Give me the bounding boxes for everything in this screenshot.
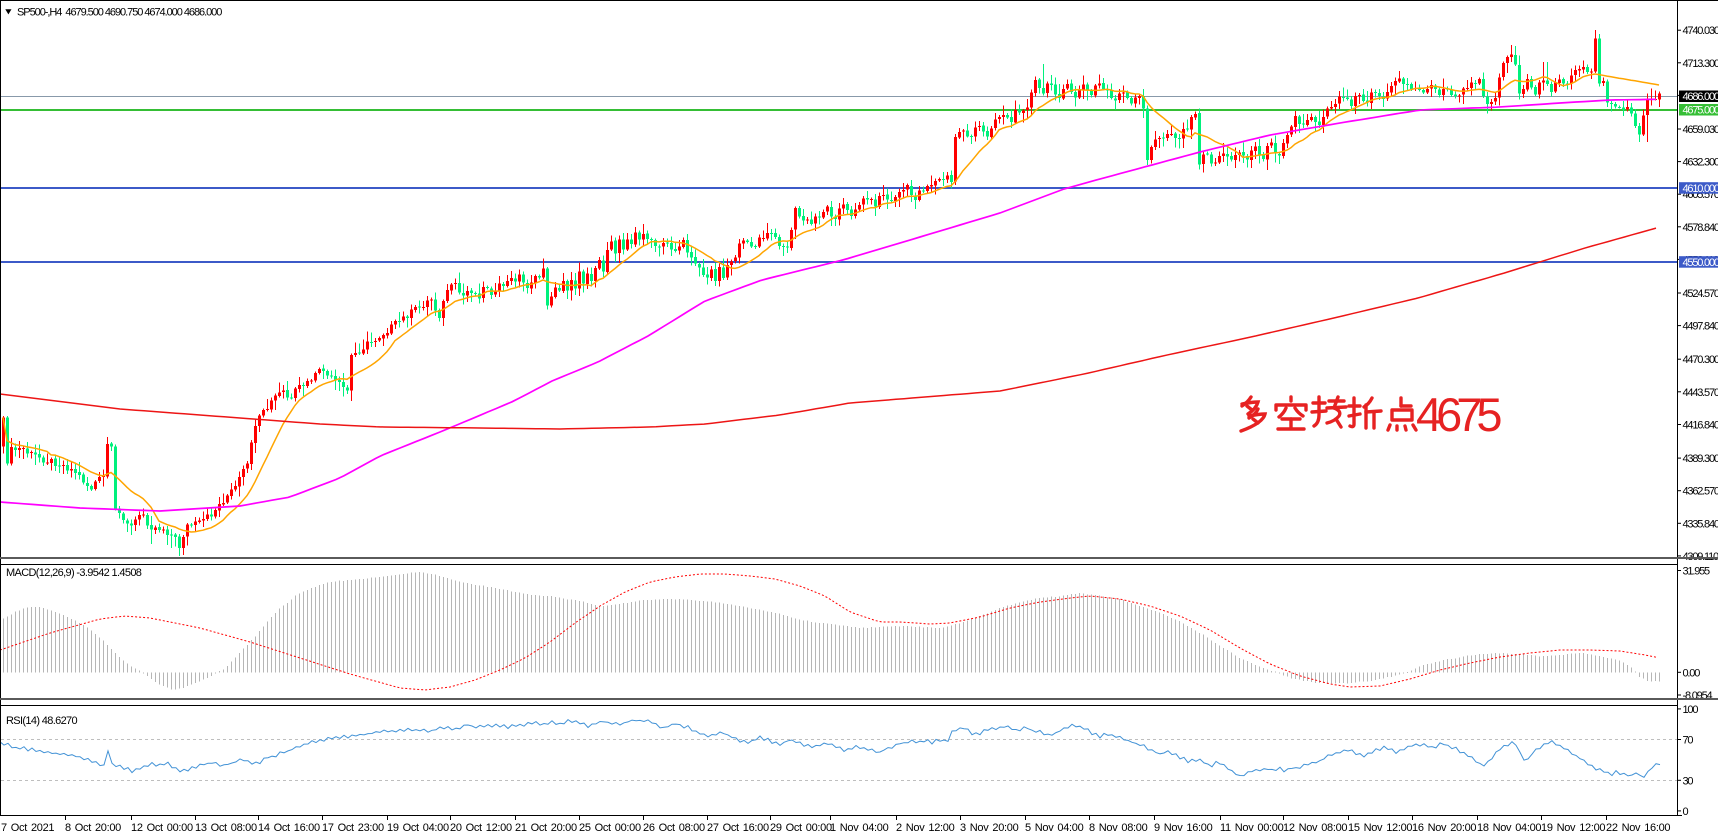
svg-text:27 Oct 16:00: 27 Oct 16:00 xyxy=(707,822,769,834)
svg-text:7 Oct 2021: 7 Oct 2021 xyxy=(1,822,54,834)
svg-text:4335.840: 4335.840 xyxy=(1683,518,1718,530)
svg-text:4550.000: 4550.000 xyxy=(1683,257,1718,269)
svg-text:4713.300: 4713.300 xyxy=(1683,58,1718,70)
svg-text:4470.300: 4470.300 xyxy=(1683,354,1718,366)
svg-text:4675.000: 4675.000 xyxy=(1683,105,1718,117)
svg-text:4632.300: 4632.300 xyxy=(1683,157,1718,169)
svg-text:2 Nov 12:00: 2 Nov 12:00 xyxy=(896,822,955,834)
svg-text:4659.030: 4659.030 xyxy=(1683,124,1718,136)
svg-text:3 Nov 20:00: 3 Nov 20:00 xyxy=(960,822,1019,834)
svg-text:14 Oct 16:00: 14 Oct 16:00 xyxy=(258,822,320,834)
svg-text:15 Nov 12:00: 15 Nov 12:00 xyxy=(1348,822,1412,834)
svg-text:0: 0 xyxy=(1683,806,1689,818)
svg-text:22 Nov 16:00: 22 Nov 16:00 xyxy=(1606,822,1670,834)
svg-text:1 Nov 04:00: 1 Nov 04:00 xyxy=(830,822,889,834)
svg-text:18 Nov 04:00: 18 Nov 04:00 xyxy=(1477,822,1541,834)
svg-text:30: 30 xyxy=(1683,775,1694,787)
svg-text:17 Oct 23:00: 17 Oct 23:00 xyxy=(322,822,384,834)
svg-text:4675: 4675 xyxy=(1416,388,1501,441)
svg-text:MACD(12,26,9) -3.9542 1.4508: MACD(12,26,9) -3.9542 1.4508 xyxy=(6,567,142,579)
svg-text:4740.030: 4740.030 xyxy=(1683,25,1718,37)
svg-text:100: 100 xyxy=(1683,704,1699,716)
svg-text:5 Nov 04:00: 5 Nov 04:00 xyxy=(1025,822,1084,834)
svg-text:0.00: 0.00 xyxy=(1683,667,1701,679)
svg-text:26 Oct 08:00: 26 Oct 08:00 xyxy=(643,822,705,834)
svg-text:8 Oct 20:00: 8 Oct 20:00 xyxy=(65,822,121,834)
svg-text:12 Nov 08:00: 12 Nov 08:00 xyxy=(1283,822,1347,834)
svg-text:8 Nov 08:00: 8 Nov 08:00 xyxy=(1089,822,1148,834)
svg-text:9 Nov 16:00: 9 Nov 16:00 xyxy=(1154,822,1213,834)
svg-text:-8.0954: -8.0954 xyxy=(1683,690,1713,702)
svg-text:4309.110: 4309.110 xyxy=(1683,551,1718,563)
svg-text:RSI(14) 48.6270: RSI(14) 48.6270 xyxy=(6,715,77,727)
svg-text:31.955: 31.955 xyxy=(1683,566,1711,578)
svg-text:19 Oct 04:00: 19 Oct 04:00 xyxy=(387,822,449,834)
svg-text:4578.840: 4578.840 xyxy=(1683,222,1718,234)
svg-text:4497.840: 4497.840 xyxy=(1683,321,1718,333)
svg-text:11 Nov 00:00: 11 Nov 00:00 xyxy=(1220,822,1284,834)
svg-text:13 Oct 08:00: 13 Oct 08:00 xyxy=(195,822,257,834)
svg-text:29 Oct 00:00: 29 Oct 00:00 xyxy=(770,822,832,834)
svg-text:70: 70 xyxy=(1683,735,1694,747)
svg-text:12 Oct 00:00: 12 Oct 00:00 xyxy=(131,822,193,834)
svg-text:16 Nov 20:00: 16 Nov 20:00 xyxy=(1412,822,1476,834)
svg-text:4686.000: 4686.000 xyxy=(1683,91,1718,103)
svg-text:20 Oct 12:00: 20 Oct 12:00 xyxy=(450,822,512,834)
svg-text:19 Nov 12:00: 19 Nov 12:00 xyxy=(1541,822,1605,834)
svg-text:4610.000: 4610.000 xyxy=(1683,183,1718,195)
svg-text:4416.840: 4416.840 xyxy=(1683,420,1718,432)
svg-text:4362.570: 4362.570 xyxy=(1683,486,1718,498)
svg-text:4443.570: 4443.570 xyxy=(1683,387,1718,399)
svg-text:25 Oct 00:00: 25 Oct 00:00 xyxy=(579,822,641,834)
svg-text:SP500-,H4 4679.500 4690.750 4: SP500-,H4 4679.500 4690.750 4674.000 468… xyxy=(17,7,222,19)
svg-text:4389.300: 4389.300 xyxy=(1683,453,1718,465)
svg-text:4524.570: 4524.570 xyxy=(1683,288,1718,300)
svg-text:21 Oct 20:00: 21 Oct 20:00 xyxy=(515,822,577,834)
